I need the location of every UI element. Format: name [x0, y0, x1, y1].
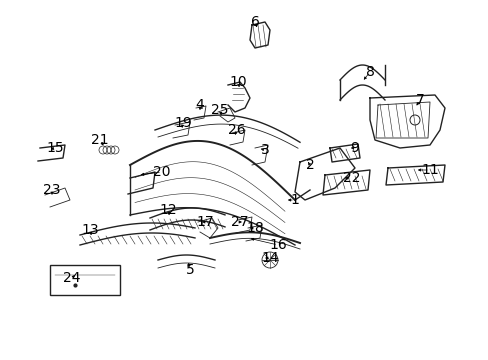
Text: 21: 21: [91, 133, 109, 147]
Text: 11: 11: [420, 163, 438, 177]
Bar: [50, 265, 120, 295]
Text: 14: 14: [261, 251, 278, 265]
Text: 13: 13: [81, 223, 99, 237]
Text: 27: 27: [231, 215, 248, 229]
Text: 25: 25: [211, 103, 228, 117]
Text: 4: 4: [195, 98, 204, 112]
Text: 8: 8: [365, 65, 374, 79]
Text: 20: 20: [153, 165, 170, 179]
Text: 5: 5: [185, 263, 194, 277]
Text: 6: 6: [250, 15, 259, 29]
Text: 18: 18: [245, 221, 264, 235]
Text: 3: 3: [260, 143, 269, 157]
Text: 24: 24: [63, 271, 81, 285]
Text: 2: 2: [305, 158, 314, 172]
Text: 10: 10: [229, 75, 246, 89]
Text: 12: 12: [159, 203, 177, 217]
Text: 7: 7: [415, 93, 424, 107]
Text: 19: 19: [174, 116, 191, 130]
Text: 15: 15: [46, 141, 63, 155]
Text: 22: 22: [343, 171, 360, 185]
Text: 9: 9: [350, 141, 359, 155]
Text: 26: 26: [228, 123, 245, 137]
Text: 16: 16: [268, 238, 286, 252]
Text: 23: 23: [43, 183, 61, 197]
Text: 17: 17: [196, 215, 213, 229]
Text: 1: 1: [290, 193, 299, 207]
